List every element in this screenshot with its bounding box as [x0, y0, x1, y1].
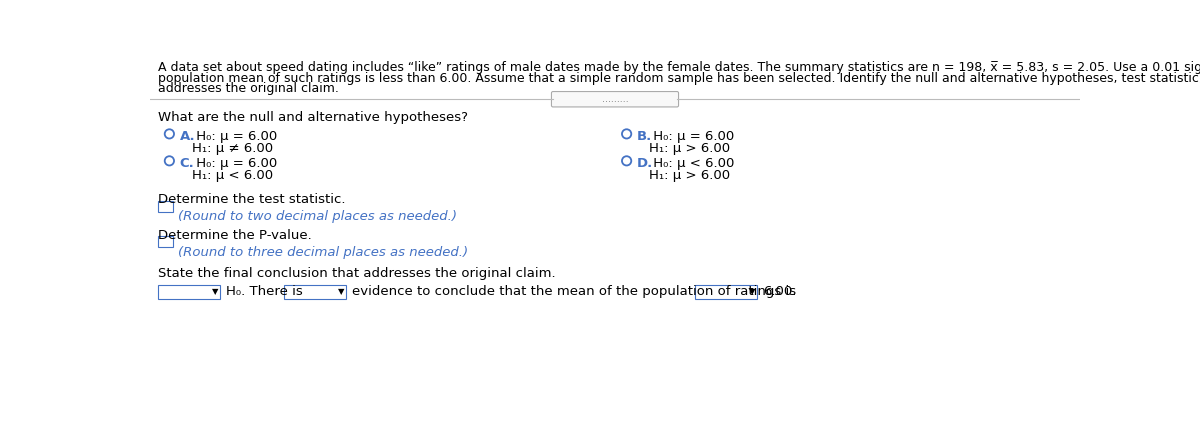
Text: (Round to three decimal places as needed.): (Round to three decimal places as needed…: [178, 246, 468, 259]
Text: A.: A.: [180, 130, 196, 143]
FancyBboxPatch shape: [552, 91, 678, 107]
Text: ▼: ▼: [749, 287, 756, 296]
Text: population mean of such ratings is less than 6.00. Assume that a simple random s: population mean of such ratings is less …: [157, 72, 1200, 84]
Text: What are the null and alternative hypotheses?: What are the null and alternative hypoth…: [157, 111, 468, 124]
FancyBboxPatch shape: [284, 285, 346, 299]
Text: H₁: μ > 6.00: H₁: μ > 6.00: [649, 141, 731, 155]
Text: H₀: μ = 6.00: H₀: μ = 6.00: [649, 130, 734, 143]
Text: addresses the original claim.: addresses the original claim.: [157, 82, 338, 95]
Text: C.: C.: [180, 157, 194, 170]
Text: State the final conclusion that addresses the original claim.: State the final conclusion that addresse…: [157, 267, 556, 280]
Text: ▼: ▼: [212, 287, 218, 296]
Text: evidence to conclude that the mean of the population of ratings is: evidence to conclude that the mean of th…: [353, 285, 797, 298]
FancyBboxPatch shape: [157, 285, 220, 299]
Text: H₁: μ ≠ 6.00: H₁: μ ≠ 6.00: [192, 141, 272, 155]
Text: H₀. There is: H₀. There is: [226, 285, 302, 298]
Text: H₁: μ > 6.00: H₁: μ > 6.00: [649, 168, 731, 182]
Text: H₀: μ = 6.00: H₀: μ = 6.00: [192, 157, 277, 170]
Text: B.: B.: [637, 130, 652, 143]
Text: H₁: μ < 6.00: H₁: μ < 6.00: [192, 168, 272, 182]
Text: (Round to two decimal places as needed.): (Round to two decimal places as needed.): [178, 210, 457, 223]
Text: H₀: μ < 6.00: H₀: μ < 6.00: [649, 157, 734, 170]
Text: H₀: μ = 6.00: H₀: μ = 6.00: [192, 130, 277, 143]
FancyBboxPatch shape: [157, 201, 173, 212]
Text: 6.00.: 6.00.: [763, 285, 797, 298]
Text: ▼: ▼: [338, 287, 344, 296]
Text: ………: ………: [601, 95, 629, 104]
Text: A data set about speed dating includes “like” ratings of male dates made by the : A data set about speed dating includes “…: [157, 61, 1200, 74]
FancyBboxPatch shape: [157, 236, 173, 247]
Text: Determine the test statistic.: Determine the test statistic.: [157, 193, 346, 206]
FancyBboxPatch shape: [695, 285, 757, 299]
Text: D.: D.: [637, 157, 653, 170]
Text: Determine the P-value.: Determine the P-value.: [157, 229, 312, 242]
